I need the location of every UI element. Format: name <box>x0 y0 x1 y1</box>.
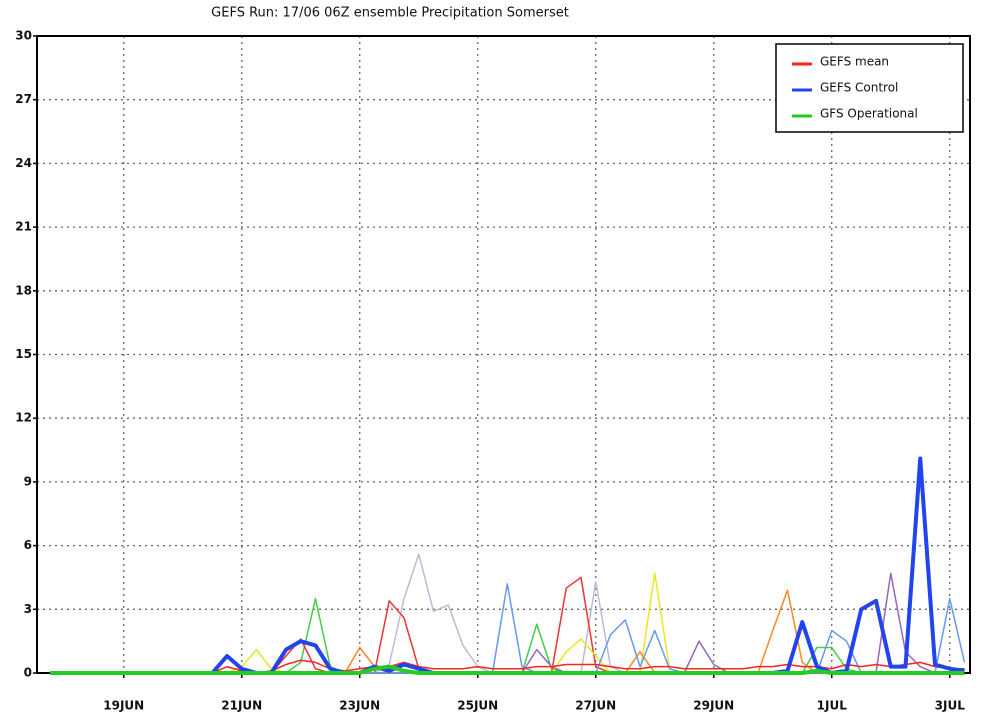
y-tick-label: 18 <box>15 283 32 297</box>
x-tick-label: 29JUN <box>693 699 734 713</box>
series-line <box>50 664 965 675</box>
x-tick-label: 21JUN <box>221 699 262 713</box>
legend-label: GFS Operational <box>820 107 918 121</box>
series-line <box>50 576 965 674</box>
y-tick-label: 9 <box>24 474 32 488</box>
y-tick-label: 21 <box>15 220 32 234</box>
legend-label: GEFS mean <box>820 55 889 69</box>
x-tick-label: 19JUN <box>103 699 144 713</box>
series-line <box>50 456 965 675</box>
legend: GEFS mean GEFS Control GFS Operational <box>775 43 964 133</box>
y-tick-label: 6 <box>24 538 32 552</box>
legend-label: GEFS Control <box>820 81 898 95</box>
y-tick-label: 24 <box>15 156 32 170</box>
series-line <box>50 589 965 674</box>
y-tick-label: 12 <box>15 411 32 425</box>
y-tick-label: 27 <box>15 92 32 106</box>
x-tick-label: 1JUL <box>817 699 848 713</box>
chart-title: GEFS Run: 17/06 06Z ensemble Precipitati… <box>211 6 569 21</box>
series-line <box>50 553 965 674</box>
y-tick-label: 15 <box>15 347 32 361</box>
y-tick-label: 30 <box>15 29 32 43</box>
series-line <box>50 583 966 674</box>
x-tick-label: 27JUN <box>575 699 616 713</box>
y-tick-label: 0 <box>24 666 32 680</box>
y-tick-label: 3 <box>24 602 32 616</box>
x-tick-label: 25JUN <box>457 699 498 713</box>
x-tick-label: 3JUL <box>935 699 966 713</box>
x-tick-label: 23JUN <box>339 699 380 713</box>
